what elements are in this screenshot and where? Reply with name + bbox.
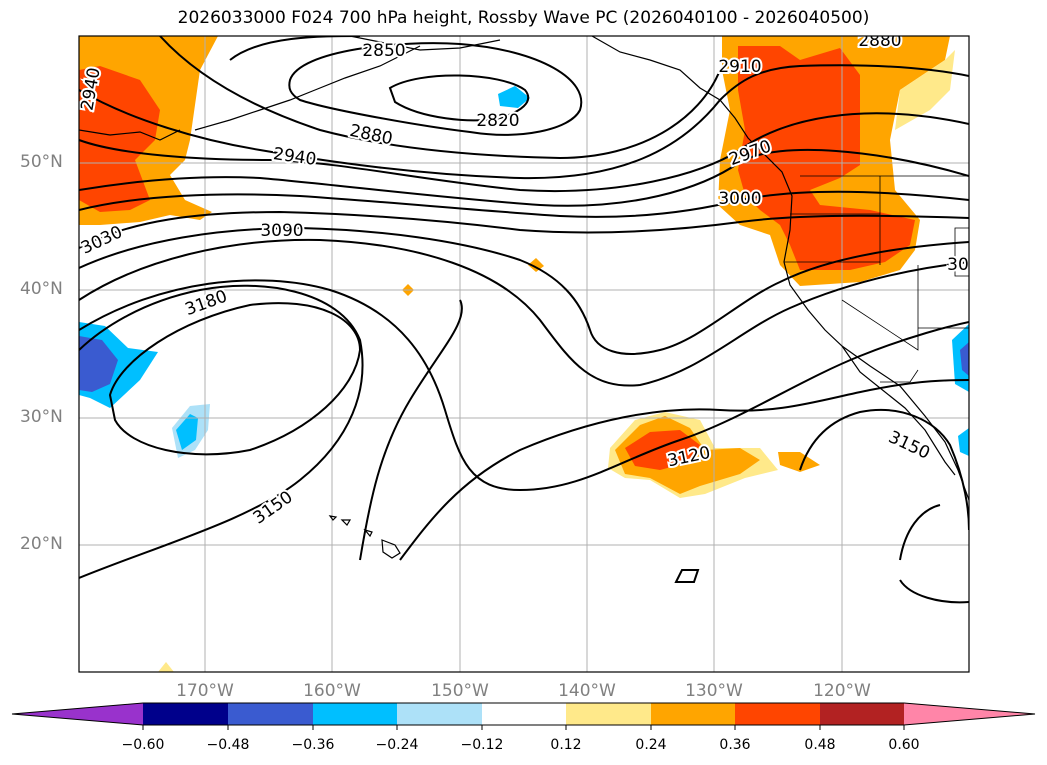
contour-3180b — [899, 579, 969, 604]
colorbar-bin — [651, 703, 735, 725]
contour-3090 — [79, 238, 969, 387]
lon-label-130w: 130°W — [685, 681, 743, 701]
colorbar-tick-label: 0.48 — [804, 737, 836, 753]
colorbar-tick-label: 0.12 — [550, 737, 582, 753]
contour-2910 — [79, 64, 969, 180]
lon-label-150w: 150°W — [431, 681, 489, 701]
colorbar — [11, 702, 1036, 730]
colorbar-tick-label: −0.36 — [291, 737, 335, 753]
coastlines — [79, 36, 969, 583]
contour-2970 — [79, 148, 969, 207]
contour-3000 — [79, 190, 969, 218]
colorbar-bin — [820, 703, 904, 725]
strong-negative-anomaly-west — [79, 336, 118, 392]
contour-2880 — [159, 36, 721, 160]
map-frame — [78, 35, 970, 673]
anomaly-shading-layer — [79, 36, 969, 672]
contour-3030 — [79, 210, 969, 249]
gridlines — [79, 36, 969, 672]
aleutian-islands — [194, 45, 421, 131]
colorbar-bin — [482, 703, 566, 725]
contour-label: 3150 — [250, 487, 297, 528]
hawaii-big-island — [381, 539, 401, 559]
contour-label: 2940 — [272, 144, 318, 170]
island-east — [674, 569, 700, 583]
contour-2850 — [288, 42, 583, 136]
contour-3150 — [79, 284, 364, 579]
contour-label: 3150 — [885, 427, 933, 463]
colorbar-tick-label: −0.24 — [375, 737, 419, 753]
baja-california — [841, 345, 956, 476]
colorbar-extend-low — [12, 703, 143, 725]
lat-label-50n: 50°N — [20, 152, 63, 172]
colorbar-bin — [143, 703, 228, 725]
colorbar-tick-label: 0.36 — [719, 737, 751, 753]
colorbar-extend-high — [904, 703, 1035, 725]
contour-3120-outer — [79, 279, 969, 492]
colorbar-tick-label: −0.60 — [121, 737, 165, 753]
colorbar-tick-label: −0.48 — [206, 737, 250, 753]
contour-label: 2910 — [718, 57, 761, 77]
contour-3150c — [799, 408, 969, 531]
contour-3060 — [79, 226, 969, 355]
positive-anomaly-small — [778, 452, 820, 472]
colorbar-tick-label: 0.24 — [635, 737, 667, 753]
lon-label-160w: 160°W — [303, 681, 361, 701]
colorbar-bin — [566, 703, 651, 725]
colorbar-bin — [735, 703, 820, 725]
contour-2820 — [388, 74, 530, 122]
colorbar-bin — [313, 703, 397, 725]
contour-3120b — [399, 379, 969, 561]
contour-label: 2820 — [476, 111, 519, 131]
lat-label-30n: 30°N — [20, 407, 63, 427]
strong-anomaly-nw — [79, 66, 160, 212]
colorbar-tick-label: 0.60 — [888, 737, 920, 753]
colorbar-bin — [228, 703, 313, 725]
contour-3180 — [108, 302, 362, 456]
contour-label: 3000 — [718, 189, 761, 209]
anomaly-rim-ne — [895, 50, 955, 130]
contour-2940 — [79, 112, 969, 193]
contour-label: 2880 — [858, 31, 901, 51]
contour-label: 30 — [947, 255, 969, 275]
kamchatka-coast — [79, 129, 181, 141]
contour-label: 2880 — [348, 121, 394, 150]
colorbar-tick-label: −0.12 — [460, 737, 504, 753]
lon-label-170w: 170°W — [176, 681, 234, 701]
colorbar-bin — [397, 703, 482, 725]
contour-label: 2850 — [362, 41, 405, 61]
chart-title: 2026033000 F024 700 hPa height, Rossby W… — [177, 8, 870, 28]
contour-label: 3090 — [260, 221, 303, 241]
lon-label-140w: 140°W — [558, 681, 616, 701]
lat-label-40n: 40°N — [20, 279, 63, 299]
lon-label-120w: 120°W — [813, 681, 871, 701]
hawaii-maui — [363, 528, 373, 538]
lat-label-20n: 20°N — [20, 534, 63, 554]
contour-3150b — [359, 299, 463, 561]
height-contours — [79, 36, 969, 604]
contour-3150d — [899, 504, 941, 561]
hawaii-oahu — [340, 519, 352, 526]
north-america-coast — [591, 36, 969, 501]
